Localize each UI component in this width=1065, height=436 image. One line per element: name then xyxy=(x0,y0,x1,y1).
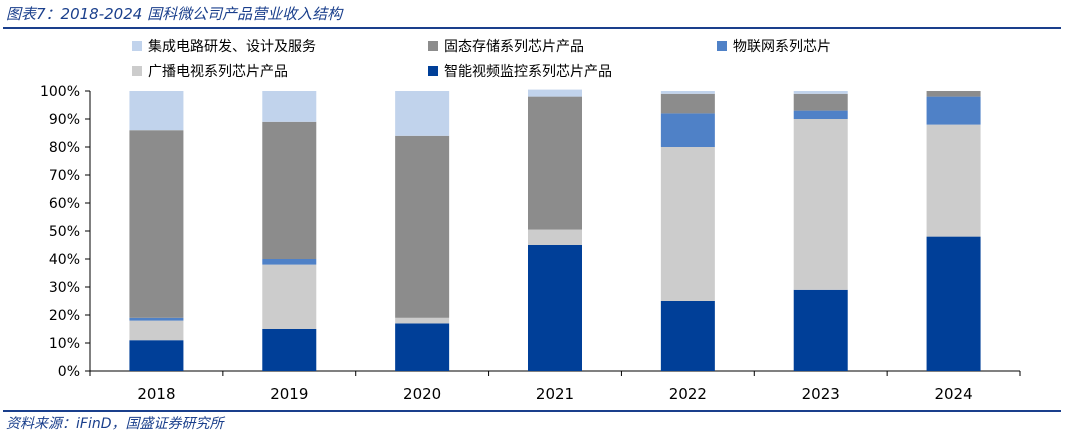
top-rule xyxy=(3,27,1061,29)
bar-segment xyxy=(660,113,715,147)
legend-label: 广播电视系列芯片产品 xyxy=(148,64,288,80)
legend-item: 智能视频监控系列芯片产品 xyxy=(428,61,612,81)
bar-segment xyxy=(129,317,184,321)
bar-segment xyxy=(262,91,317,122)
bar-segment xyxy=(129,320,184,341)
legend-item: 集成电路研发、设计及服务 xyxy=(132,36,316,56)
bar-segment xyxy=(262,121,317,259)
bar-segment xyxy=(660,301,715,371)
legend-label: 固态存储系列芯片产品 xyxy=(444,39,584,55)
bar-segment xyxy=(262,259,317,265)
legend-item: 固态存储系列芯片产品 xyxy=(428,36,584,56)
y-tick-label: 90% xyxy=(49,112,80,128)
x-tick-label: 2024 xyxy=(934,385,972,403)
y-tick-label: 40% xyxy=(49,252,80,268)
bar-segment xyxy=(793,110,848,119)
legend-label: 物联网系列芯片 xyxy=(733,39,831,55)
bar-segment xyxy=(528,229,582,245)
bar-segment xyxy=(793,91,848,94)
source-note: 资料来源：iFinD，国盛证券研究所 xyxy=(6,416,224,432)
bar-segment xyxy=(395,135,450,318)
bar-segment xyxy=(528,245,582,371)
y-tick-label: 50% xyxy=(49,224,80,240)
bar-segment xyxy=(395,323,450,371)
legend-swatch xyxy=(428,66,438,76)
x-tick-label: 2022 xyxy=(669,385,707,403)
x-tick-label: 2021 xyxy=(536,385,574,403)
legend-item: 物联网系列芯片 xyxy=(717,36,831,56)
y-tick-label: 10% xyxy=(49,336,80,352)
bar-segment xyxy=(129,91,184,131)
bar-segment xyxy=(660,91,715,94)
bar-segment xyxy=(528,96,582,230)
bar-segment xyxy=(129,130,184,318)
bar-segment xyxy=(660,93,715,114)
legend-swatch xyxy=(428,41,438,51)
bottom-rule xyxy=(3,410,1061,412)
bar-segment xyxy=(793,119,848,290)
legend-swatch xyxy=(717,41,727,51)
y-tick-label: 30% xyxy=(49,280,80,296)
bar-segment xyxy=(395,91,450,136)
bar-segment xyxy=(528,89,582,97)
bar-segment xyxy=(926,91,981,97)
x-tick-label: 2018 xyxy=(137,385,175,403)
bar-segment xyxy=(660,147,715,301)
bar-segment xyxy=(926,96,981,125)
legend-item: 广播电视系列芯片产品 xyxy=(132,61,288,81)
x-tick-label: 2023 xyxy=(802,385,840,403)
x-tick-label: 2019 xyxy=(270,385,308,403)
figure-title: 图表7：2018-2024 国科微公司产品营业收入结构 xyxy=(6,5,343,23)
legend-label: 集成电路研发、设计及服务 xyxy=(148,39,316,55)
legend-swatch xyxy=(132,66,142,76)
legend-swatch xyxy=(132,41,142,51)
y-tick-label: 0% xyxy=(58,364,80,380)
y-tick-label: 20% xyxy=(49,308,80,324)
bar-segment xyxy=(793,93,848,111)
y-tick-label: 70% xyxy=(49,168,80,184)
legend-label: 智能视频监控系列芯片产品 xyxy=(444,64,612,80)
bar-segment xyxy=(262,264,317,329)
bar-segment xyxy=(395,317,450,324)
bar-segment xyxy=(793,289,848,371)
bar-segment xyxy=(926,124,981,237)
bar-segment xyxy=(262,329,317,371)
y-tick-label: 100% xyxy=(40,84,80,100)
x-tick-label: 2020 xyxy=(403,385,441,403)
bar-segment xyxy=(129,340,184,371)
y-tick-label: 60% xyxy=(49,196,80,212)
y-tick-label: 80% xyxy=(49,140,80,156)
bar-segment xyxy=(926,236,981,371)
